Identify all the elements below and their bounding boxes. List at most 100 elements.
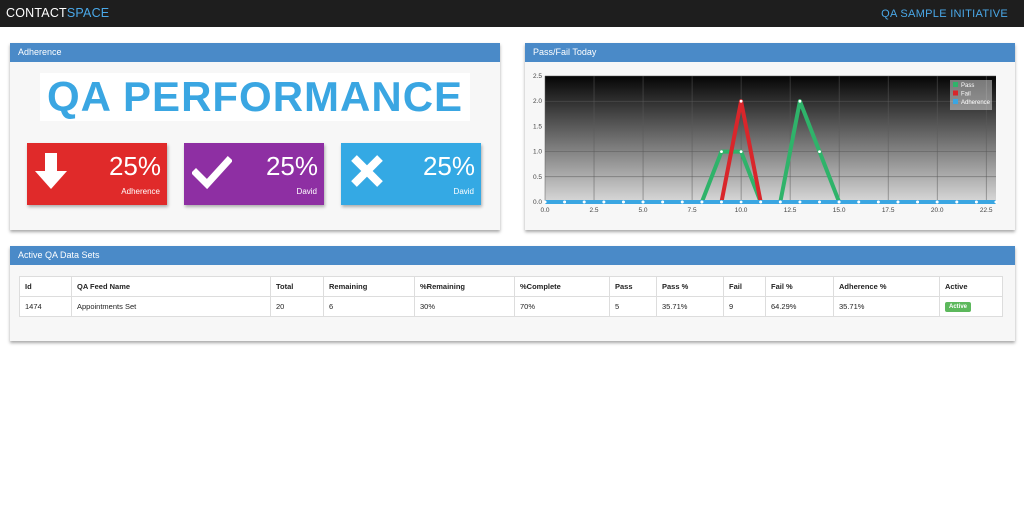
cell-pass: 5	[609, 296, 657, 317]
cell-adherence-pct: 35.71%	[833, 296, 940, 317]
cell-fail-pct: 64.29%	[765, 296, 834, 317]
data-point-adherence[interactable]	[602, 200, 606, 204]
data-point-adherence[interactable]	[720, 200, 723, 204]
col-header[interactable]: Active	[939, 276, 1003, 297]
x-tick-label: 15.0	[833, 207, 846, 214]
legend-swatch	[953, 99, 958, 104]
col-header[interactable]: Id	[19, 276, 72, 297]
arrow-down-icon	[35, 153, 67, 189]
col-header[interactable]: Pass %	[656, 276, 724, 297]
legend-label: Adherence	[961, 100, 991, 106]
data-point-adherence[interactable]	[935, 200, 939, 204]
cell-active: Active	[939, 296, 1003, 317]
adherence-panel: Adherence QA PERFORMANCE 25% Adherence 2…	[10, 43, 500, 230]
col-header[interactable]: Fail	[723, 276, 766, 297]
y-tick-label: 1.5	[533, 123, 542, 130]
col-header[interactable]: Fail %	[765, 276, 834, 297]
cell-feed-name: Appointments Set	[71, 296, 271, 317]
active-badge[interactable]: Active	[945, 302, 972, 312]
data-point-adherence[interactable]	[974, 200, 978, 204]
cell-total: 20	[270, 296, 324, 317]
x-tick-label: 7.5	[688, 207, 697, 214]
table-row[interactable]: 1474 Appointments Set 20 6 30% 70% 5 35.…	[19, 296, 1003, 317]
data-point-adherence[interactable]	[759, 200, 763, 204]
cell-pass-pct: 35.71%	[656, 296, 724, 317]
col-header[interactable]: QA Feed Name	[71, 276, 271, 297]
cell-id: 1474	[19, 296, 72, 317]
data-point-adherence[interactable]	[563, 200, 567, 204]
data-point-adherence[interactable]	[837, 200, 841, 204]
x-tick-label: 2.5	[589, 207, 598, 214]
stat-card-fail: 25% David	[341, 143, 481, 205]
pass-fail-panel-title: Pass/Fail Today	[525, 43, 1015, 62]
data-point-adherence[interactable]	[876, 200, 880, 204]
stat-value: 25%	[265, 151, 318, 181]
stat-label: David	[296, 187, 317, 196]
x-tick-label: 17.5	[882, 207, 895, 214]
data-point-adherence[interactable]	[622, 200, 625, 204]
table-header-row: Id QA Feed Name Total Remaining %Remaini…	[19, 276, 1003, 297]
y-tick-label: 0.0	[533, 199, 542, 206]
data-point-pass[interactable]	[798, 99, 802, 103]
data-point-adherence[interactable]	[896, 200, 900, 204]
data-point-pass[interactable]	[818, 150, 821, 153]
y-tick-label: 2.0	[533, 98, 542, 105]
y-tick-label: 0.5	[533, 174, 542, 181]
stat-value: 25%	[422, 151, 475, 181]
data-point-adherence[interactable]	[916, 200, 919, 204]
col-header[interactable]: Pass	[609, 276, 657, 297]
legend-swatch	[953, 82, 958, 87]
data-point-adherence[interactable]	[680, 200, 684, 204]
stat-label: Adherence	[121, 187, 160, 196]
x-tick-label: 22.5	[980, 207, 993, 214]
data-point-adherence[interactable]	[543, 200, 547, 204]
data-point-pass[interactable]	[739, 150, 743, 153]
data-point-adherence[interactable]	[955, 200, 959, 204]
stat-value: 25%	[108, 151, 161, 181]
data-point-pass[interactable]	[720, 150, 723, 153]
stat-card-pass: 25% David	[184, 143, 324, 205]
x-tick-label: 12.5	[784, 207, 797, 214]
col-header[interactable]: Total	[270, 276, 324, 297]
top-bar: CONTACTSPACE QA SAMPLE INITIATIVE	[0, 0, 1024, 27]
brand-part2: SPACE	[66, 6, 110, 20]
cell-pct-remaining: 30%	[414, 296, 515, 317]
data-point-adherence[interactable]	[857, 200, 861, 204]
pass-fail-chart[interactable]: 0.0 2.5 5.0 7.5 10.0 12.5 15.0 17.5 20.0 22.5 0.0 0…	[525, 62, 1015, 230]
col-header[interactable]: Adherence %	[833, 276, 940, 297]
data-point-adherence[interactable]	[739, 200, 743, 204]
cell-pct-complete: 70%	[514, 296, 610, 317]
checkmark-icon	[192, 156, 232, 190]
brand-logo[interactable]: CONTACTSPACE	[6, 6, 109, 20]
x-tick-label: 5.0	[639, 207, 648, 214]
x-tick-label: 10.0	[735, 207, 748, 214]
adherence-panel-title: Adherence	[10, 43, 500, 62]
legend-label: Pass	[961, 83, 974, 89]
active-datasets-panel: Active QA Data Sets Id QA Feed Name Tota…	[10, 246, 1015, 341]
cross-icon	[351, 155, 383, 187]
col-header[interactable]: %Remaining	[414, 276, 515, 297]
stat-card-adherence: 25% Adherence	[27, 143, 167, 205]
data-point-adherence[interactable]	[582, 200, 586, 204]
data-point-fail[interactable]	[739, 99, 743, 103]
cell-fail: 9	[723, 296, 766, 317]
initiative-title[interactable]: QA SAMPLE INITIATIVE	[881, 8, 1008, 20]
legend-swatch	[953, 90, 958, 96]
stat-label: David	[453, 187, 474, 196]
col-header[interactable]: %Complete	[514, 276, 610, 297]
data-point-adherence[interactable]	[798, 200, 802, 204]
data-point-adherence[interactable]	[700, 200, 704, 204]
data-point-adherence[interactable]	[818, 200, 821, 204]
x-tick-label: 0.0	[540, 207, 549, 214]
datasets-table: Id QA Feed Name Total Remaining %Remaini…	[19, 276, 1003, 317]
brand-part1: CONTACT	[6, 6, 67, 20]
x-tick-label: 20.0	[931, 207, 944, 214]
data-point-adherence[interactable]	[661, 200, 665, 204]
qa-performance-banner: QA PERFORMANCE	[40, 73, 470, 121]
data-point-adherence[interactable]	[778, 200, 782, 204]
data-point-adherence[interactable]	[994, 200, 998, 204]
data-point-adherence[interactable]	[641, 200, 645, 204]
cell-remaining: 6	[323, 296, 415, 317]
col-header[interactable]: Remaining	[323, 276, 415, 297]
y-tick-label: 1.0	[533, 149, 542, 156]
